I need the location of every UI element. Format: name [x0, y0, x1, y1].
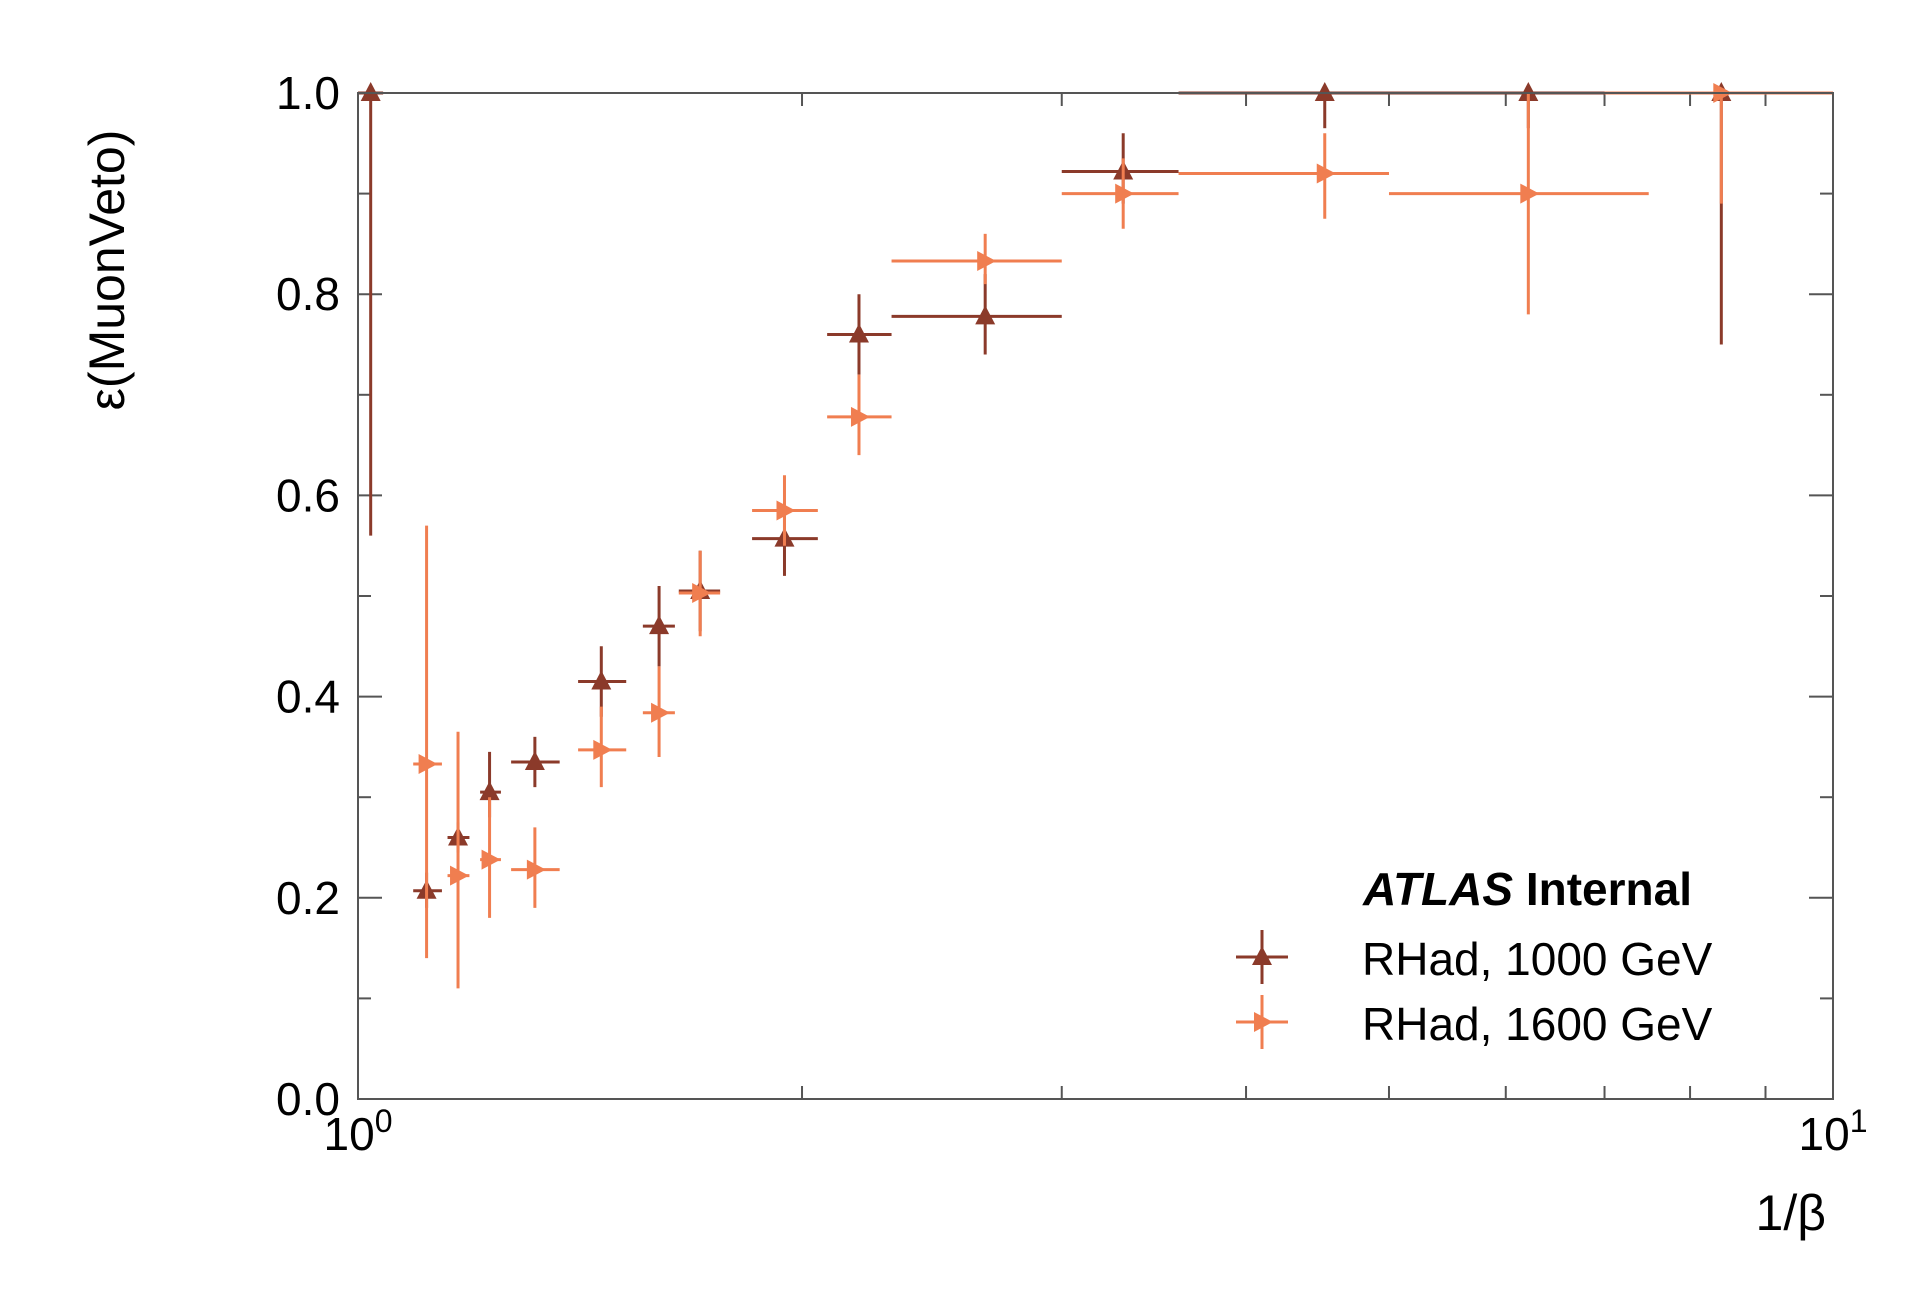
data-point	[848, 323, 869, 343]
y-tick-label: 0.6	[276, 469, 340, 521]
data-point	[649, 615, 670, 635]
atlas-label: ATLAS Internal	[1362, 863, 1692, 915]
series-1600gev	[413, 83, 1833, 989]
data-point	[651, 702, 671, 723]
data-point	[975, 305, 996, 325]
data-point	[1520, 183, 1540, 204]
data-point	[1115, 183, 1135, 204]
atlas-label-bold: Internal	[1526, 863, 1692, 915]
legend-label-1000gev: RHad, 1000 GeV	[1362, 933, 1713, 985]
x-tick-label-exponent: 0	[375, 1103, 393, 1139]
y-tick-label: 0.2	[276, 872, 340, 924]
legend-entry-1600gev	[1236, 995, 1288, 1049]
x-tick-labels: 100 101	[324, 1103, 1868, 1160]
data-point	[776, 500, 796, 521]
atlas-label-bold-italic: ATLAS	[1362, 863, 1513, 915]
legend-marker	[1254, 1012, 1273, 1032]
x-tick-label: 100	[324, 1103, 393, 1160]
data-point	[450, 865, 470, 886]
data-point	[850, 406, 870, 427]
minor-ticks	[358, 93, 1833, 1099]
data-series	[358, 82, 1833, 989]
series-1000gev	[358, 82, 1833, 908]
data-point	[593, 739, 613, 760]
y-axis-label: ε(MuonVeto)	[79, 130, 135, 411]
plot-frame	[357, 92, 1834, 1100]
y-tick-label: 0.0	[276, 1073, 340, 1125]
data-point	[481, 849, 501, 870]
y-tick-label: 0.4	[276, 671, 340, 723]
data-point	[479, 781, 500, 801]
legend-marker	[1252, 946, 1272, 965]
x-axis-label: 1/β	[1756, 1185, 1826, 1241]
data-point	[1316, 163, 1336, 184]
x-tick-label-exponent: 1	[1850, 1103, 1868, 1139]
x-tick-label: 101	[1799, 1103, 1868, 1160]
data-point	[1314, 82, 1335, 101]
y-tick-label: 0.8	[276, 268, 340, 320]
data-point	[524, 750, 545, 770]
data-point	[418, 754, 438, 775]
data-point	[360, 82, 381, 101]
data-point	[591, 670, 612, 690]
y-tick-label: 1.0	[276, 67, 340, 119]
x-tick-label-base: 10	[324, 1108, 375, 1160]
data-point	[1518, 82, 1539, 101]
x-tick-label-base: 10	[1799, 1108, 1850, 1160]
data-point	[526, 859, 546, 880]
legend: ATLAS Internal RHad, 1000 GeV RHad, 1600…	[1236, 863, 1713, 1050]
data-point	[692, 582, 712, 603]
legend-label-1600gev: RHad, 1600 GeV	[1362, 998, 1713, 1050]
data-point	[977, 251, 997, 272]
y-tick-labels: 0.0 0.2 0.4 0.6 0.8 1.0	[276, 67, 340, 1125]
legend-entry-1000gev	[1236, 930, 1288, 984]
